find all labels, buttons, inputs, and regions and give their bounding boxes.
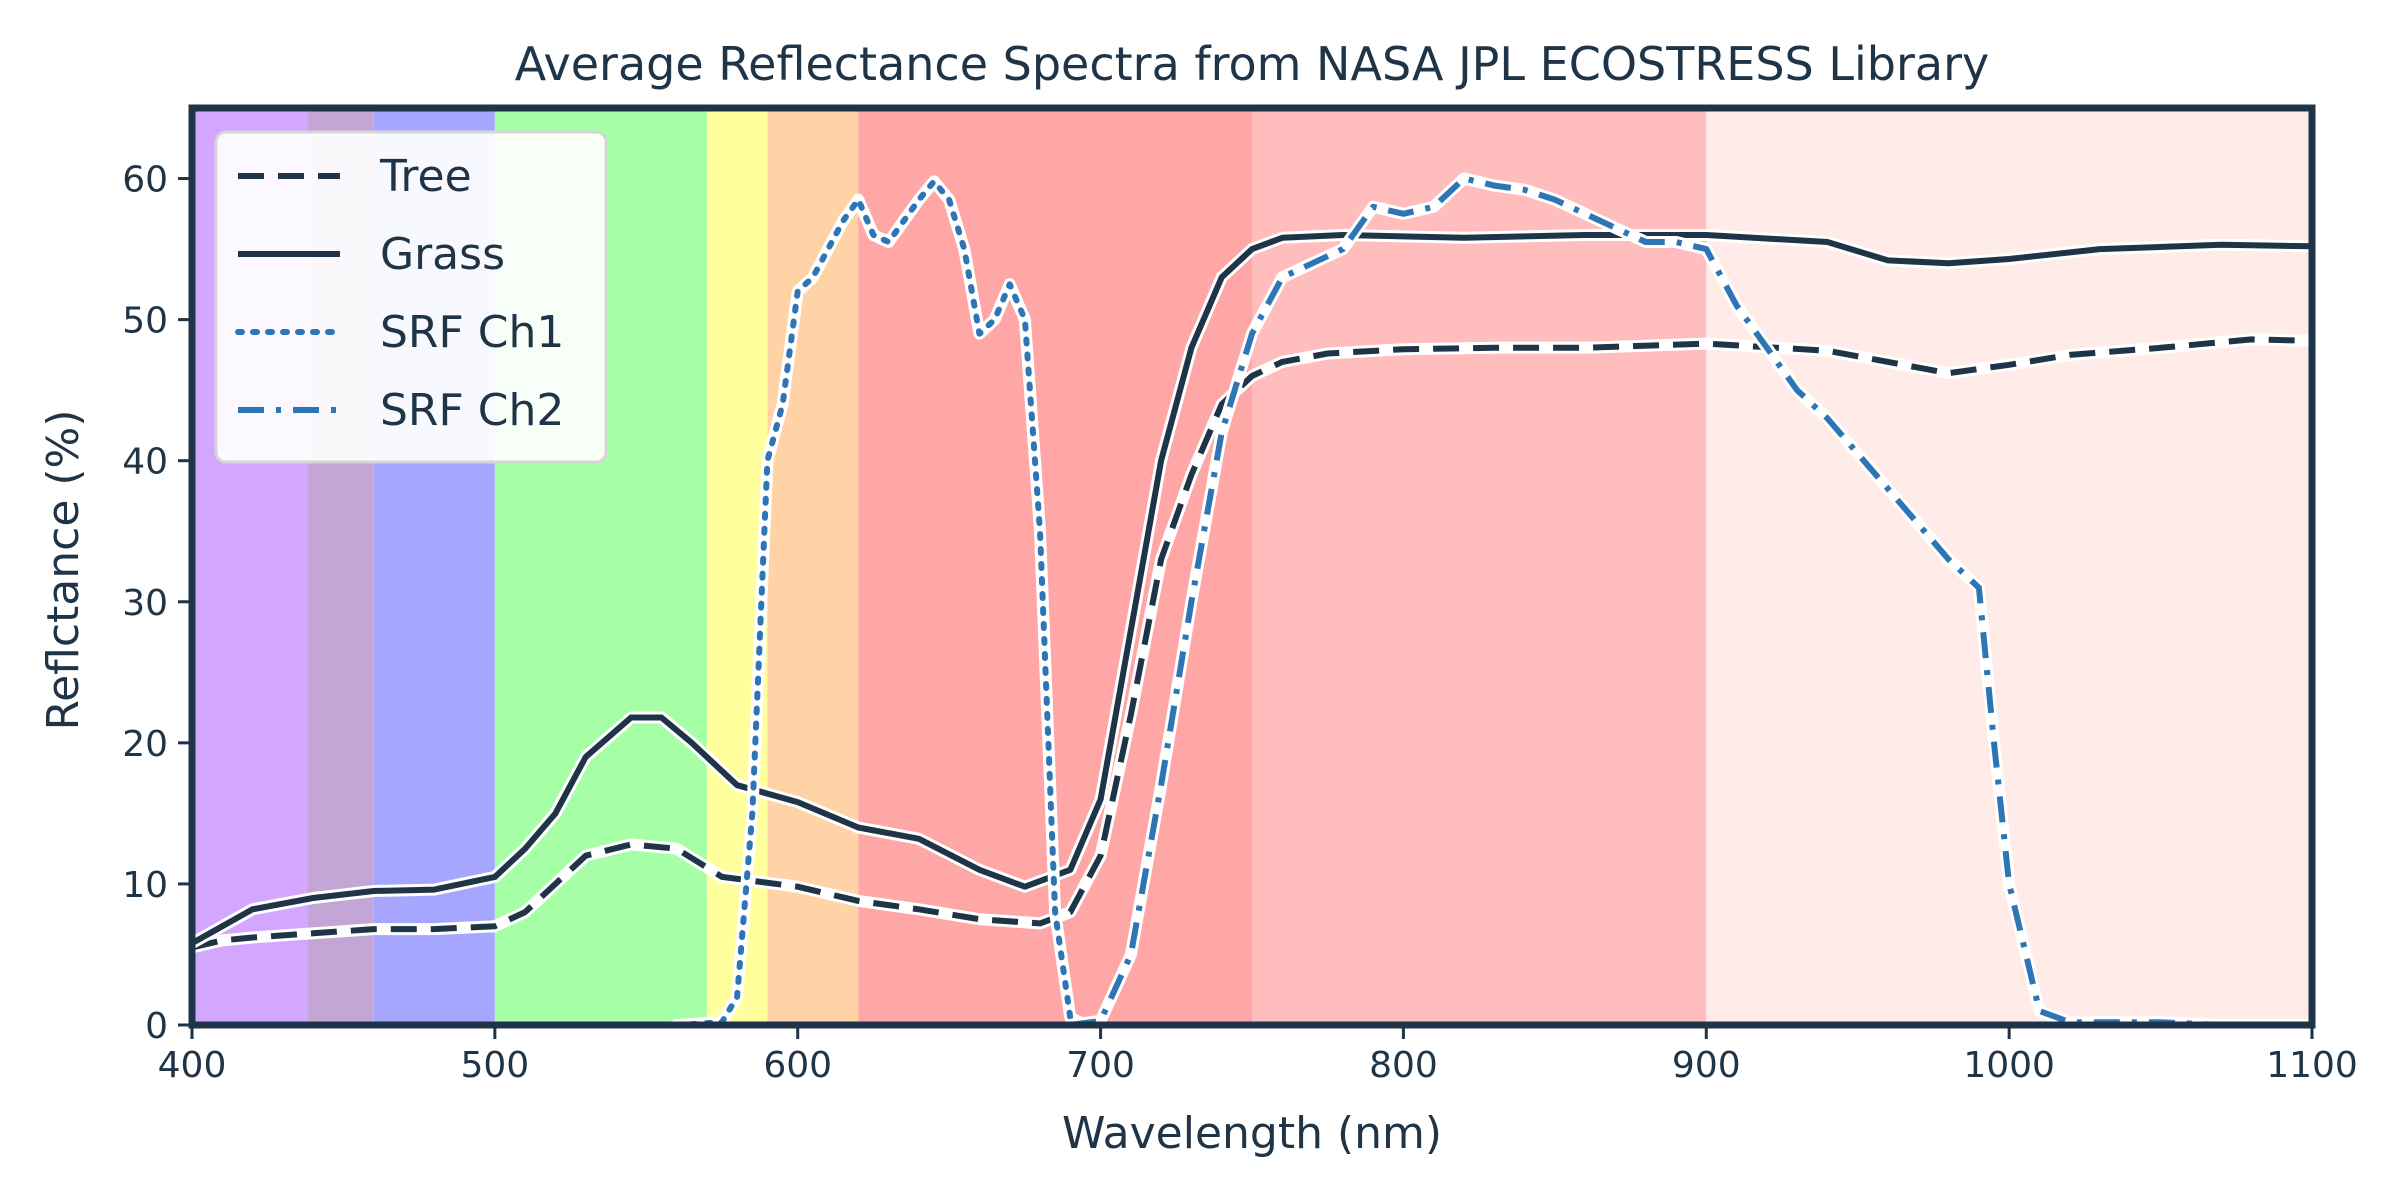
series-line bbox=[190, 232, 2313, 946]
legend-label: Grass bbox=[380, 229, 505, 280]
x-tick-label: 400 bbox=[158, 1045, 227, 1086]
legend-label: SRF Ch2 bbox=[380, 385, 564, 436]
legend-label: SRF Ch1 bbox=[380, 307, 564, 358]
y-tick-label: 0 bbox=[145, 1006, 168, 1047]
y-axis-label: Reflctance (%) bbox=[38, 409, 89, 730]
y-tick-label: 20 bbox=[122, 724, 168, 765]
series-halo bbox=[1064, 172, 2318, 1031]
legend-item: Tree bbox=[238, 151, 472, 202]
series-srf-ch1 bbox=[670, 175, 1092, 1031]
legend: Tree Grass SRF Ch1 SRF Ch2 bbox=[214, 130, 608, 464]
y-tick-label: 40 bbox=[122, 442, 168, 483]
legend-item: Grass bbox=[238, 229, 505, 280]
x-tick-label: 800 bbox=[1369, 1045, 1438, 1086]
y-tick-label: 30 bbox=[122, 583, 168, 624]
band-7 bbox=[1252, 108, 1707, 1025]
axis-ticks: 400 500 600 700 800 900 1000 1100 0 10 20 30 40 50 60 bbox=[122, 160, 2358, 1086]
x-tick-label: 700 bbox=[1066, 1045, 1135, 1086]
series-srf-ch2 bbox=[1064, 172, 2318, 1031]
plot-frame bbox=[188, 104, 2316, 1029]
series-grass bbox=[186, 229, 2318, 950]
legend-item: SRF Ch2 bbox=[238, 385, 564, 436]
legend-item: SRF Ch1 bbox=[235, 307, 564, 358]
chart-title: Average Reflectance Spectra from NASA JP… bbox=[515, 37, 1989, 91]
x-tick-label: 1100 bbox=[2266, 1045, 2358, 1086]
x-tick-label: 500 bbox=[460, 1045, 529, 1086]
x-axis-label: Wavelength (nm) bbox=[1062, 1108, 1442, 1159]
series-line bbox=[673, 178, 1089, 1028]
x-tick-label: 600 bbox=[763, 1045, 832, 1086]
y-tick-label: 60 bbox=[122, 160, 168, 201]
legend-box bbox=[214, 130, 608, 464]
legend-label: Tree bbox=[379, 151, 472, 202]
x-tick-label: 900 bbox=[1672, 1045, 1741, 1086]
series-layer bbox=[186, 172, 2318, 1031]
series-tree bbox=[186, 333, 2318, 954]
y-tick-label: 50 bbox=[122, 301, 168, 342]
band-5 bbox=[767, 108, 859, 1025]
y-tick-label: 10 bbox=[122, 865, 168, 906]
x-tick-label: 1000 bbox=[1963, 1045, 2055, 1086]
series-line bbox=[191, 336, 2313, 951]
